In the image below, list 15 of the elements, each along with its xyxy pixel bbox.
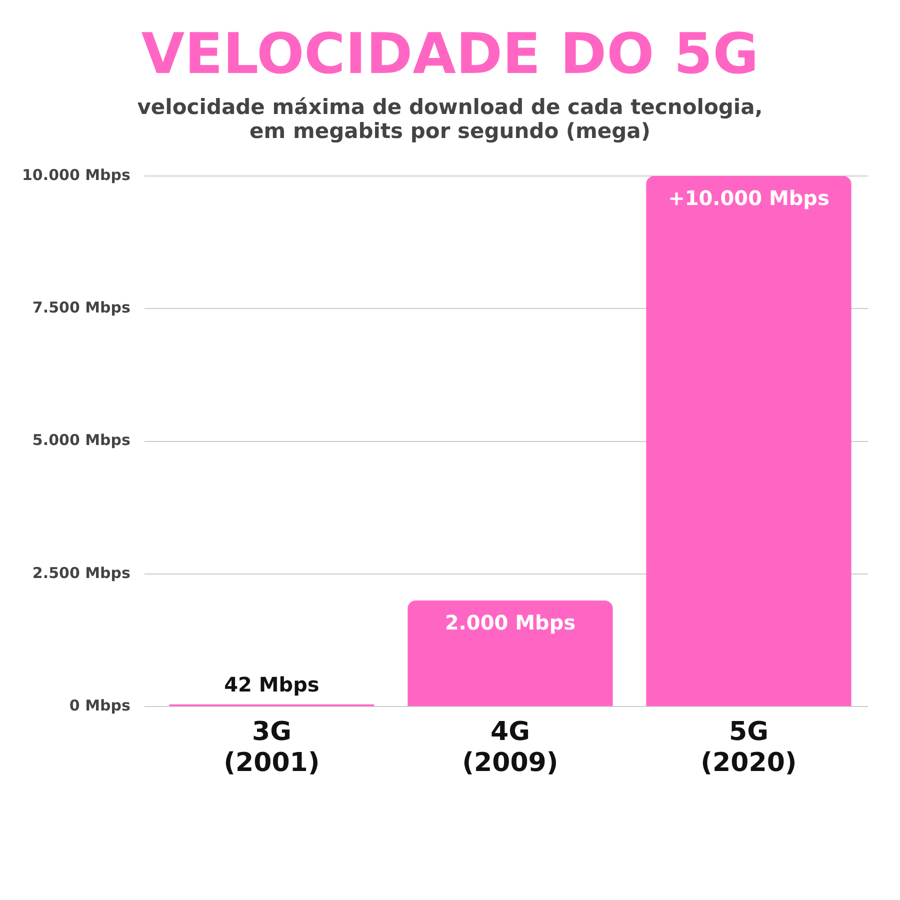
data-label: 2.000 Mbps	[444, 610, 576, 635]
x-tick-label: 4G (2009)	[462, 716, 558, 778]
y-tick-label: 2.500 Mbps	[32, 564, 131, 582]
bar	[646, 176, 852, 706]
chart-title: VELOCIDADE DO 5G	[140, 21, 760, 87]
x-tick-label: 5G (2020)	[700, 716, 797, 778]
bar	[408, 600, 613, 706]
y-tick-label: 0 Mbps	[69, 696, 130, 714]
x-tick-label: 3G (2001)	[224, 716, 320, 778]
chart-subtitle: velocidade máxima de download de cada tecnologia, em megabits por segundo (mega)	[136, 95, 764, 143]
data-label: +10.000 Mbps	[668, 186, 830, 210]
y-tick-label: 5.000 Mbps	[32, 431, 131, 450]
y-tick-label: 7.500 Mbps	[32, 298, 131, 317]
data-label: 42 Mbps	[224, 672, 320, 697]
y-tick-label: 10.000 Mbps	[22, 166, 131, 184]
